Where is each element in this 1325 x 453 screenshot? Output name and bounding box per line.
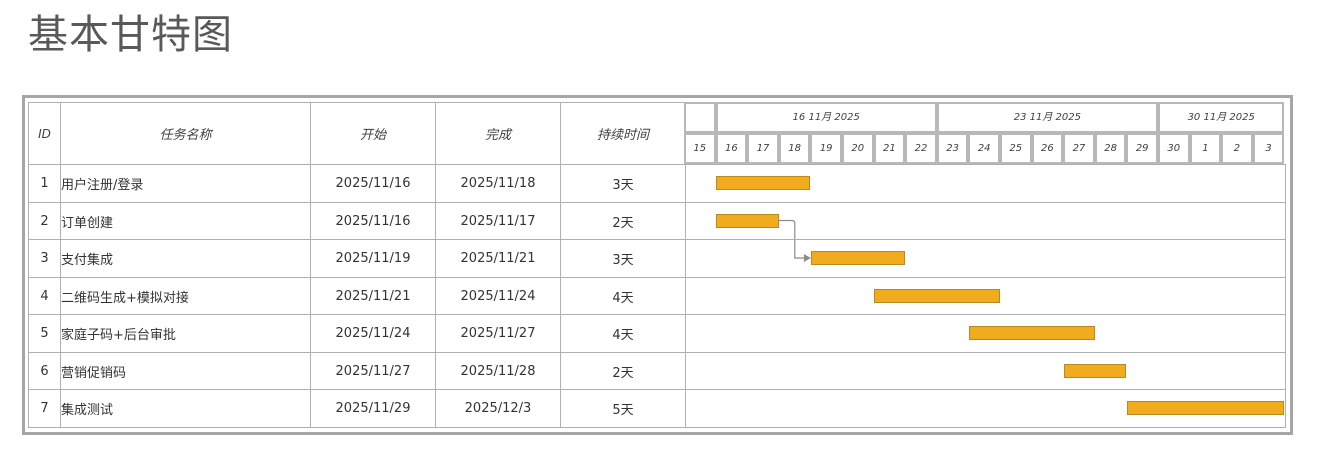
- task-finish[interactable]: 2025/11/17: [435, 202, 561, 240]
- task-duration[interactable]: 2天: [560, 202, 686, 240]
- dependency-arrowhead: [803, 254, 811, 262]
- task-bar[interactable]: [968, 326, 1095, 340]
- day-header: 16: [715, 133, 748, 164]
- page-title: 基本甘特图: [28, 12, 233, 58]
- table-row[interactable]: 6 营销促销码 2025/11/27 2025/11/28 2天: [28, 352, 686, 390]
- task-start[interactable]: 2025/11/16: [310, 164, 436, 203]
- day-header: 3: [1252, 133, 1285, 164]
- task-id: 4: [28, 277, 61, 315]
- task-id: 5: [28, 314, 61, 353]
- task-name[interactable]: 二维码生成+模拟对接: [60, 277, 311, 315]
- timeline-row-divider: [684, 164, 1286, 165]
- task-name[interactable]: 营销促销码: [60, 352, 311, 390]
- day-header: 15: [684, 133, 716, 164]
- day-header: 17: [747, 133, 779, 164]
- task-id: 7: [28, 389, 61, 428]
- column-header-id: ID: [28, 102, 61, 165]
- table-row[interactable]: 1 用户注册/登录 2025/11/16 2025/11/18 3天: [28, 164, 686, 203]
- table-row[interactable]: 2 订单创建 2025/11/16 2025/11/17 2天: [28, 202, 686, 240]
- day-header: 1: [1189, 133, 1222, 164]
- week-header-blank: [684, 102, 716, 133]
- task-id: 6: [28, 352, 61, 390]
- day-header: 2: [1221, 133, 1253, 164]
- timeline-row-divider: [684, 239, 1286, 240]
- task-id: 2: [28, 202, 61, 240]
- column-header-duration: 持续时间: [560, 102, 686, 165]
- day-header: 28: [1094, 133, 1127, 164]
- task-start[interactable]: 2025/11/29: [310, 389, 436, 428]
- task-bar[interactable]: [810, 251, 906, 265]
- day-header: 25: [1000, 133, 1032, 164]
- column-header-start: 开始: [310, 102, 436, 165]
- task-finish[interactable]: 2025/11/28: [435, 352, 561, 390]
- timeline-right-border: [1285, 164, 1286, 427]
- task-name[interactable]: 家庭子码+后台审批: [60, 314, 311, 353]
- task-bar[interactable]: [874, 288, 1000, 303]
- day-header: 22: [905, 133, 937, 164]
- task-bar[interactable]: [1126, 401, 1285, 415]
- table-row[interactable]: 3 支付集成 2025/11/19 2025/11/21 3天: [28, 239, 686, 278]
- dependency-layer: [778, 219, 811, 262]
- week-header: 23 11月 2025: [936, 102, 1158, 133]
- task-duration[interactable]: 3天: [560, 239, 686, 278]
- timeline-row-divider: [684, 202, 1286, 203]
- task-start[interactable]: 2025/11/24: [310, 314, 436, 353]
- task-name[interactable]: 用户注册/登录: [60, 164, 311, 203]
- timeline-row-divider: [684, 277, 1286, 278]
- task-bar[interactable]: [1063, 363, 1127, 378]
- week-header: 16 11月 2025: [715, 102, 937, 133]
- day-header: 21: [873, 133, 906, 164]
- task-id: 1: [28, 164, 61, 203]
- gantt-timeline: 16 11月 2025 23 11月 2025 30 11月 2025 15 16 17 1…: [684, 102, 1286, 428]
- task-finish[interactable]: 2025/11/18: [435, 164, 561, 203]
- day-header: 20: [842, 133, 874, 164]
- timeline-row-divider: [684, 352, 1286, 353]
- day-header: 18: [778, 133, 811, 164]
- task-finish[interactable]: 2025/12/3: [435, 389, 561, 428]
- day-header: 26: [1031, 133, 1064, 164]
- task-start[interactable]: 2025/11/27: [310, 352, 436, 390]
- task-name[interactable]: 集成测试: [60, 389, 311, 428]
- task-name[interactable]: 支付集成: [60, 239, 311, 278]
- table-row[interactable]: 7 集成测试 2025/11/29 2025/12/3 5天: [28, 389, 686, 428]
- task-finish[interactable]: 2025/11/24: [435, 277, 561, 315]
- day-header: 27: [1063, 133, 1095, 164]
- week-header: 30 11月 2025: [1158, 102, 1285, 133]
- task-start[interactable]: 2025/11/19: [310, 239, 436, 278]
- day-header: 24: [968, 133, 1000, 164]
- task-duration[interactable]: 3天: [560, 164, 686, 203]
- timeline-row-divider: [684, 427, 1286, 428]
- day-header: 23: [936, 133, 969, 164]
- task-finish[interactable]: 2025/11/21: [435, 239, 561, 278]
- task-table: ID 任务名称 开始 完成 持续时间 1 用户注册/登录 2025/11/16 …: [28, 102, 686, 428]
- task-duration[interactable]: 5天: [560, 389, 686, 428]
- table-header-row: ID 任务名称 开始 完成 持续时间: [28, 102, 686, 165]
- task-duration[interactable]: 2天: [560, 352, 686, 390]
- task-bar[interactable]: [716, 213, 779, 228]
- column-header-name: 任务名称: [60, 102, 311, 165]
- task-start[interactable]: 2025/11/16: [310, 202, 436, 240]
- task-start[interactable]: 2025/11/21: [310, 277, 436, 315]
- table-row[interactable]: 4 二维码生成+模拟对接 2025/11/21 2025/11/24 4天: [28, 277, 686, 315]
- table-row[interactable]: 5 家庭子码+后台审批 2025/11/24 2025/11/27 4天: [28, 314, 686, 353]
- task-duration[interactable]: 4天: [560, 277, 686, 315]
- task-duration[interactable]: 4天: [560, 314, 686, 353]
- task-id: 3: [28, 239, 61, 278]
- task-bar[interactable]: [716, 176, 811, 190]
- timeline-row-divider: [684, 389, 1286, 390]
- column-header-finish: 完成: [435, 102, 561, 165]
- day-header: 19: [810, 133, 842, 164]
- task-name[interactable]: 订单创建: [60, 202, 311, 240]
- day-header: 29: [1126, 133, 1158, 164]
- day-header: 30: [1158, 133, 1190, 164]
- dependency-connector: [778, 219, 807, 259]
- task-finish[interactable]: 2025/11/27: [435, 314, 561, 353]
- timeline-row-divider: [684, 314, 1286, 315]
